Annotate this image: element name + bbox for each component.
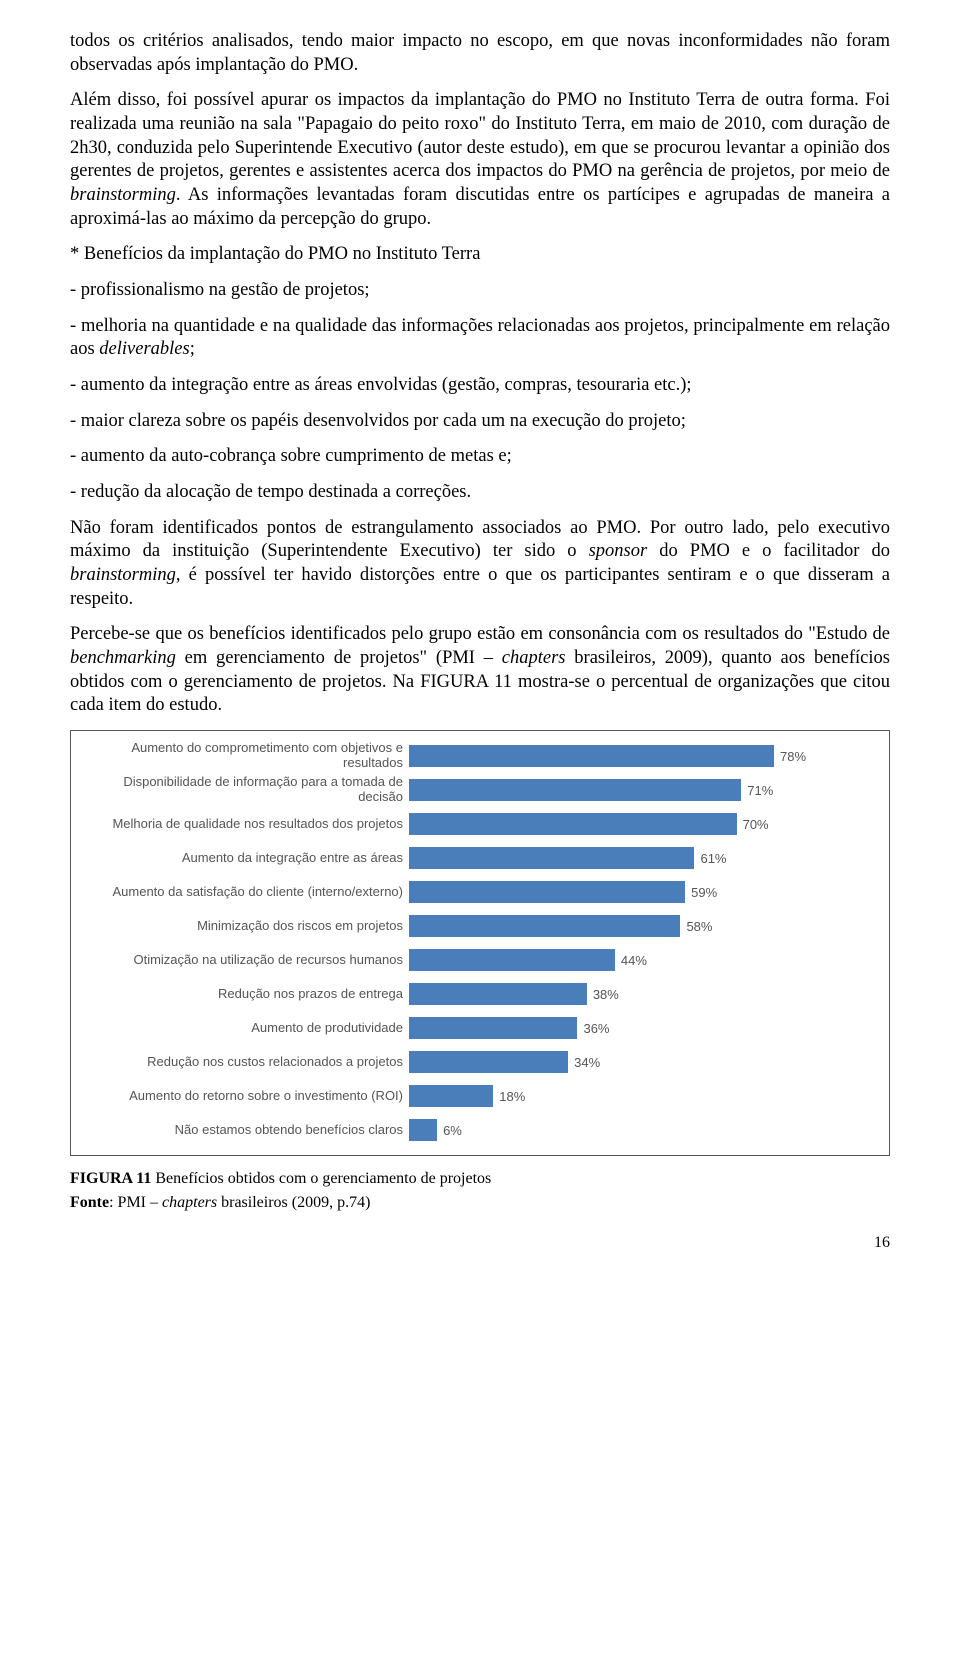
text: brasileiros (2009, p.74) (217, 1194, 370, 1211)
chart-bar (409, 1119, 437, 1141)
chart-row: Aumento da satisfação do cliente (intern… (79, 875, 877, 909)
chart-category-label: Aumento da satisfação do cliente (intern… (79, 885, 409, 900)
chart-value-label: 36% (583, 1021, 609, 1036)
chart-value-label: 59% (691, 885, 717, 900)
chart-category-label: Aumento do retorno sobre o investimento … (79, 1089, 409, 1104)
caption-text: Benefícios obtidos com o gerenciamento d… (151, 1170, 491, 1187)
chart-bar-area: 59% (409, 881, 877, 903)
text: . As informações levantadas foram discut… (70, 185, 890, 229)
chart-category-label: Aumento da integração entre as áreas (79, 851, 409, 866)
benefit-item: - maior clareza sobre os papéis desenvol… (70, 410, 890, 434)
paragraph-10: Não foram identificados pontos de estran… (70, 517, 890, 612)
chart-row: Aumento da integração entre as áreas 61% (79, 841, 877, 875)
benefit-item: - aumento da auto-cobrança sobre cumprim… (70, 445, 890, 469)
chart-bar-area: 78% (409, 745, 877, 767)
chart-value-label: 61% (700, 851, 726, 866)
text: , é possível ter havido distorções entre… (70, 565, 890, 609)
chart-bar-area: 18% (409, 1085, 877, 1107)
text: do PMO e o facilitador do (647, 541, 890, 561)
chart-bar-area: 34% (409, 1051, 877, 1073)
chart-value-label: 44% (621, 953, 647, 968)
chart-bar-area: 58% (409, 915, 877, 937)
chart-value-label: 70% (743, 817, 769, 832)
chart-value-label: 34% (574, 1055, 600, 1070)
paragraph-2: Além disso, foi possível apurar os impac… (70, 89, 890, 231)
chart-category-label: Aumento do comprometimento com objetivos… (79, 741, 409, 771)
chart-row: Não estamos obtendo benefícios claros 6% (79, 1113, 877, 1147)
chart-category-label: Otimização na utilização de recursos hum… (79, 953, 409, 968)
chart-bar (409, 1051, 568, 1073)
chart-value-label: 18% (499, 1089, 525, 1104)
figure-caption: FIGURA 11 Benefícios obtidos com o geren… (70, 1170, 890, 1188)
chart-row: Aumento do retorno sobre o investimento … (79, 1079, 877, 1113)
chart-bar (409, 745, 774, 767)
italic-text: chapters (502, 648, 566, 668)
chart-category-label: Aumento de produtividade (79, 1021, 409, 1036)
page-number: 16 (70, 1234, 890, 1252)
chart-bar-area: 70% (409, 813, 877, 835)
benefits-heading: * Benefícios da implantação do PMO no In… (70, 243, 890, 267)
chart-bar-area: 44% (409, 949, 877, 971)
chart-value-label: 38% (593, 987, 619, 1002)
text: Além disso, foi possível apurar os impac… (70, 90, 890, 181)
chart-bar (409, 847, 694, 869)
chart-row: Aumento de produtividade 36% (79, 1011, 877, 1045)
chart-row: Disponibilidade de informação para a tom… (79, 773, 877, 807)
italic-text: deliverables (99, 339, 189, 359)
chart-bar-area: 36% (409, 1017, 877, 1039)
chart-row: Otimização na utilização de recursos hum… (79, 943, 877, 977)
chart-row: Redução nos custos relacionados a projet… (79, 1045, 877, 1079)
benefit-item: - melhoria na quantidade e na qualidade … (70, 315, 890, 362)
chart-bar (409, 1017, 577, 1039)
benefits-bar-chart: Aumento do comprometimento com objetivos… (70, 730, 890, 1156)
chart-bar (409, 983, 587, 1005)
chart-bar (409, 813, 737, 835)
italic-text: chapters (162, 1194, 217, 1211)
text: em gerenciamento de projetos" (PMI – (176, 648, 502, 668)
chart-category-label: Disponibilidade de informação para a tom… (79, 775, 409, 805)
text: ; (190, 339, 195, 359)
italic-text: sponsor (589, 541, 648, 561)
chart-row: Minimização dos riscos em projetos 58% (79, 909, 877, 943)
chart-value-label: 71% (747, 783, 773, 798)
chart-category-label: Redução nos prazos de entrega (79, 987, 409, 1002)
chart-bar (409, 915, 680, 937)
chart-bar (409, 881, 685, 903)
paragraph-1: todos os critérios analisados, tendo mai… (70, 30, 890, 77)
italic-text: brainstorming (70, 185, 176, 205)
chart-bar-area: 6% (409, 1119, 877, 1141)
benefit-item: - aumento da integração entre as áreas e… (70, 374, 890, 398)
chart-category-label: Não estamos obtendo benefícios claros (79, 1123, 409, 1138)
italic-text: brainstorming (70, 565, 176, 585)
figure-source: Fonte: PMI – chapters brasileiros (2009,… (70, 1194, 890, 1212)
chart-category-label: Redução nos custos relacionados a projet… (79, 1055, 409, 1070)
paragraph-11: Percebe-se que os benefícios identificad… (70, 623, 890, 718)
chart-bar-area: 38% (409, 983, 877, 1005)
chart-bar (409, 1085, 493, 1107)
chart-bar-area: 71% (409, 779, 877, 801)
chart-category-label: Minimização dos riscos em projetos (79, 919, 409, 934)
chart-bar (409, 949, 615, 971)
text: : PMI – (109, 1194, 162, 1211)
chart-category-label: Melhoria de qualidade nos resultados dos… (79, 817, 409, 832)
chart-row: Melhoria de qualidade nos resultados dos… (79, 807, 877, 841)
chart-value-label: 6% (443, 1123, 462, 1138)
benefit-item: - redução da alocação de tempo destinada… (70, 481, 890, 505)
chart-bar-area: 61% (409, 847, 877, 869)
benefit-item: - profissionalismo na gestão de projetos… (70, 279, 890, 303)
chart-bar (409, 779, 741, 801)
italic-text: benchmarking (70, 648, 176, 668)
chart-value-label: 78% (780, 749, 806, 764)
chart-row: Aumento do comprometimento com objetivos… (79, 739, 877, 773)
chart-row: Redução nos prazos de entrega 38% (79, 977, 877, 1011)
caption-bold: FIGURA 11 (70, 1170, 151, 1187)
source-bold: Fonte (70, 1194, 109, 1211)
text: Percebe-se que os benefícios identificad… (70, 624, 890, 644)
chart-value-label: 58% (686, 919, 712, 934)
